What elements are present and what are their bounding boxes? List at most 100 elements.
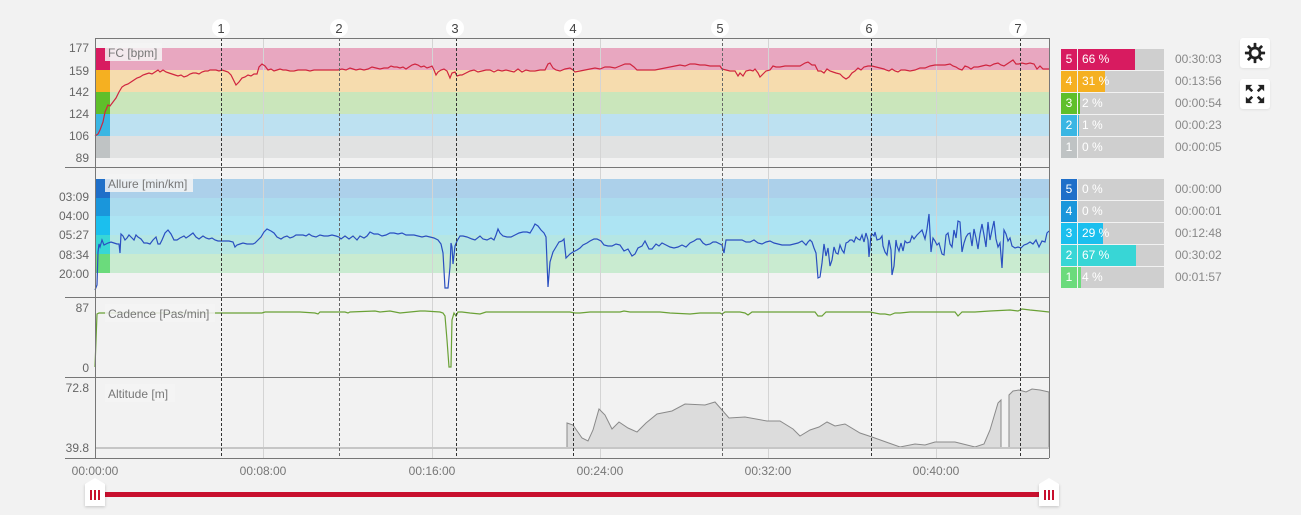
hr-y-axis: 177 159 142 124 106 89 [69, 41, 89, 165]
lap-markers [221, 38, 1021, 458]
hr-zone-row-3: 3 2 % 00:00:54 [1061, 92, 1261, 114]
svg-text:1: 1 [217, 21, 224, 36]
svg-text:5: 5 [716, 21, 723, 36]
svg-text:7: 7 [1014, 21, 1021, 36]
pace-zone-row-4: 4 0 % 00:00:01 [1061, 200, 1261, 222]
svg-text:87: 87 [76, 301, 90, 315]
svg-text:Cadence [Pas/min]: Cadence [Pas/min] [108, 307, 209, 321]
panel-label-hr: FC [bpm] [105, 43, 162, 61]
panel-frames [65, 38, 1050, 459]
pace-zone-bands [95, 179, 1049, 273]
pace-zone-row-3: 3 29 % 00:12:48 [1061, 222, 1261, 244]
svg-text:00:40:00: 00:40:00 [913, 464, 960, 478]
zone-time: 00:00:54 [1175, 96, 1222, 110]
lap-badge-6[interactable]: 6 [860, 19, 878, 37]
svg-text:177: 177 [69, 41, 89, 55]
zone-bar: 31 % [1077, 70, 1164, 92]
zone-percent: 0 % [1082, 139, 1103, 154]
expand-icon [1245, 84, 1265, 104]
zone-percent: 1 % [1082, 117, 1103, 132]
zone-bar: 66 % [1077, 48, 1164, 70]
range-slider-end-handle[interactable] [1039, 478, 1059, 506]
zone-number: 2 [1061, 114, 1077, 136]
cadence-series [94, 308, 1050, 368]
svg-text:Allure [min/km]: Allure [min/km] [108, 177, 187, 191]
panel-label-altitude: Altitude [m] [105, 384, 175, 402]
svg-text:00:00:00: 00:00:00 [72, 464, 119, 478]
zone-bar: 67 % [1077, 244, 1164, 266]
pace-zone-row-1: 1 4 % 00:01:57 [1061, 266, 1261, 288]
zone-percent: 2 % [1082, 95, 1103, 110]
svg-text:00:16:00: 00:16:00 [409, 464, 456, 478]
zone-bar: 0 % [1077, 178, 1164, 200]
panel-label-cadence: Cadence [Pas/min] [105, 304, 215, 322]
range-slider-track[interactable] [95, 492, 1049, 497]
altitude-series [95, 388, 1050, 449]
zone-number: 3 [1061, 92, 1077, 114]
zone-bar: 29 % [1077, 222, 1164, 244]
zone-time: 00:01:57 [1175, 270, 1222, 284]
pace-zone-row-2: 2 67 % 00:30:02 [1061, 244, 1261, 266]
svg-text:00:24:00: 00:24:00 [577, 464, 624, 478]
svg-text:FC [bpm]: FC [bpm] [108, 46, 157, 60]
zone-percent: 0 % [1082, 181, 1103, 196]
zone-percent: 66 % [1082, 51, 1110, 66]
grip-icon [90, 490, 100, 500]
zone-bar: 0 % [1077, 200, 1164, 222]
vertical-gridlines [263, 38, 937, 458]
zone-number: 1 [1061, 266, 1077, 288]
svg-text:159: 159 [69, 64, 89, 78]
range-slider-start-handle[interactable] [85, 478, 105, 506]
svg-text:20:00: 20:00 [59, 267, 89, 281]
svg-text:89: 89 [76, 151, 90, 165]
svg-text:4: 4 [569, 21, 576, 36]
cadence-y-axis: 87 0 [76, 301, 90, 375]
hr-zone-row-4: 4 31 % 00:13:56 [1061, 70, 1261, 92]
zone-number: 3 [1061, 222, 1077, 244]
zone-time: 00:00:01 [1175, 204, 1222, 218]
svg-text:3: 3 [451, 21, 458, 36]
settings-button[interactable] [1240, 38, 1270, 68]
x-axis: 00:00:00 00:08:00 00:16:00 00:24:00 00:3… [72, 464, 960, 478]
svg-text:0: 0 [82, 361, 89, 375]
lap-badge-2[interactable]: 2 [330, 19, 348, 37]
lap-badge-5[interactable]: 5 [711, 19, 729, 37]
zone-number: 4 [1061, 70, 1077, 92]
svg-text:2: 2 [335, 21, 342, 36]
zone-time: 00:00:23 [1175, 118, 1222, 132]
zone-percent: 29 % [1082, 225, 1110, 240]
zone-time: 00:30:02 [1175, 248, 1222, 262]
svg-text:6: 6 [865, 21, 872, 36]
fullscreen-button[interactable] [1240, 79, 1270, 109]
zone-time: 00:00:00 [1175, 182, 1222, 196]
grip-icon [1044, 490, 1054, 500]
hr-series [94, 59, 1049, 137]
lap-badge-3[interactable]: 3 [446, 19, 464, 37]
zone-number: 5 [1061, 178, 1077, 200]
zone-number: 5 [1061, 48, 1077, 70]
lap-badge-4[interactable]: 4 [564, 19, 582, 37]
zone-bar: 4 % [1077, 266, 1164, 288]
zone-percent: 67 % [1082, 247, 1110, 262]
hr-zone-row-1: 1 0 % 00:00:05 [1061, 136, 1261, 158]
svg-text:03:09: 03:09 [59, 190, 89, 204]
zone-number: 1 [1061, 136, 1077, 158]
svg-text:05:27: 05:27 [59, 228, 89, 242]
pace-y-axis: 03:09 04:00 05:27 08:34 20:00 [59, 190, 89, 281]
lap-badge-1[interactable]: 1 [212, 19, 230, 37]
zone-bar: 0 % [1077, 136, 1164, 158]
svg-text:Altitude [m]: Altitude [m] [108, 387, 168, 401]
zone-time: 00:00:05 [1175, 140, 1222, 154]
svg-text:00:32:00: 00:32:00 [745, 464, 792, 478]
lap-badge-7[interactable]: 7 [1009, 19, 1027, 37]
pace-zone-table: 5 0 % 00:00:00 4 0 % 00:00:01 3 29 % 00:… [1061, 178, 1261, 288]
zone-percent: 4 % [1082, 269, 1103, 284]
zone-bar: 2 % [1077, 92, 1164, 114]
pace-zone-row-5: 5 0 % 00:00:00 [1061, 178, 1261, 200]
zone-time: 00:30:03 [1175, 52, 1222, 66]
hr-zone-row-5: 5 66 % 00:30:03 [1061, 48, 1261, 70]
zone-time: 00:12:48 [1175, 226, 1222, 240]
zone-time: 00:13:56 [1175, 74, 1222, 88]
hr-zone-row-2: 2 1 % 00:00:23 [1061, 114, 1261, 136]
